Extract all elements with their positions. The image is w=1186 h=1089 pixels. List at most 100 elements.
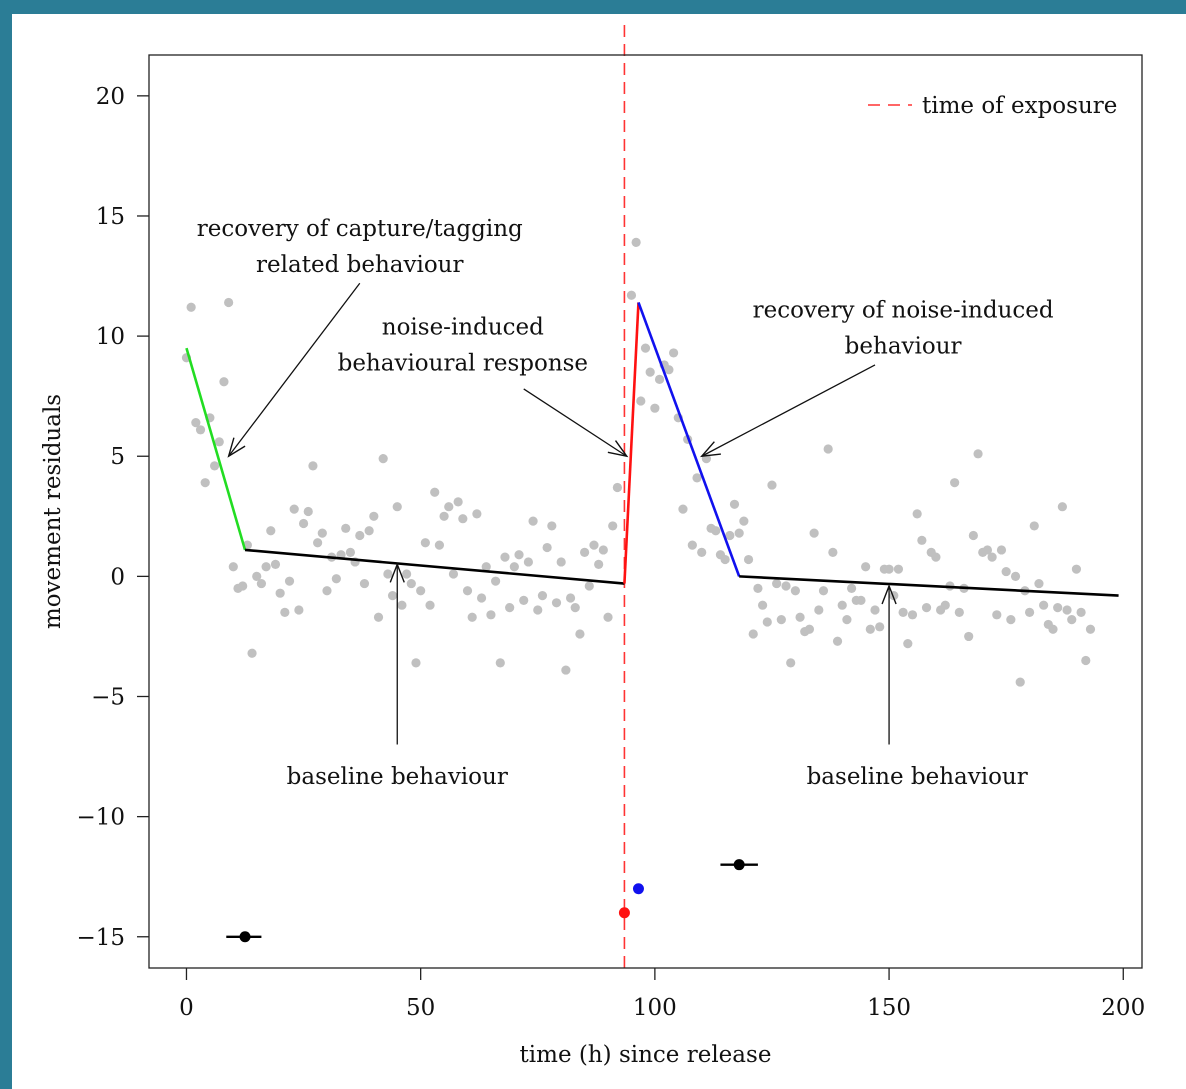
data-point <box>472 509 482 519</box>
data-point <box>411 658 421 668</box>
data-point <box>753 583 763 593</box>
data-point <box>687 540 697 550</box>
data-point <box>383 569 393 579</box>
data-point <box>565 593 576 603</box>
plot-frame <box>148 54 1143 969</box>
data-point <box>809 528 819 538</box>
data-point <box>191 418 201 428</box>
data-point <box>514 550 524 560</box>
data-point <box>1053 603 1063 613</box>
data-point <box>654 374 665 384</box>
data-point <box>416 586 426 596</box>
x-tick-label: 100 <box>633 995 677 1021</box>
data-point <box>392 502 402 512</box>
data-point <box>345 547 356 557</box>
annotation-text: recovery of capture/tagging <box>197 216 523 242</box>
data-point <box>519 595 529 605</box>
data-point <box>603 612 613 622</box>
y-tick-label: 15 <box>96 204 125 230</box>
data-point <box>650 403 660 413</box>
data-point <box>275 588 285 598</box>
data-point <box>772 578 782 589</box>
x-tick-label: 0 <box>179 995 194 1021</box>
data-point <box>224 297 234 308</box>
data-point <box>200 478 210 488</box>
data-point <box>664 365 674 375</box>
data-point <box>1071 564 1082 574</box>
data-point <box>776 615 786 625</box>
data-point <box>818 586 829 596</box>
data-point <box>495 658 505 668</box>
x-tick-label: 150 <box>867 995 911 1021</box>
data-point <box>500 552 510 562</box>
data-point <box>1034 578 1044 589</box>
data-point <box>561 665 571 675</box>
data-point <box>439 511 449 521</box>
data-point <box>940 600 950 610</box>
fitted-segment <box>244 548 625 585</box>
data-point <box>486 610 496 620</box>
data-point <box>743 554 754 565</box>
data-point <box>238 581 248 591</box>
data-point <box>284 576 295 586</box>
data-point <box>378 454 388 464</box>
data-point <box>692 473 702 483</box>
y-tick-label: 0 <box>110 564 125 590</box>
data-point <box>987 552 997 562</box>
breakpoint-marker <box>239 931 251 943</box>
data-point <box>1048 624 1058 634</box>
annotation-text: recovery of noise-induced <box>753 298 1054 324</box>
data-point <box>893 564 904 574</box>
data-point <box>856 595 866 605</box>
data-point <box>720 554 730 565</box>
data-point <box>523 557 534 567</box>
data-point <box>313 538 323 548</box>
y-tick-label: 20 <box>96 84 125 110</box>
data-point <box>781 581 791 591</box>
data-point <box>584 581 594 591</box>
data-point <box>322 586 332 596</box>
data-point <box>369 511 379 521</box>
data-point <box>476 593 487 603</box>
data-point <box>341 523 351 533</box>
data-point <box>823 444 833 454</box>
data-point <box>992 610 1002 620</box>
data-point <box>921 603 932 613</box>
data-point <box>903 639 913 649</box>
annotation-text: baseline behaviour <box>807 764 1028 790</box>
data-point <box>640 343 651 353</box>
data-point <box>444 502 454 512</box>
y-tick-label: −10 <box>76 805 125 831</box>
data-point <box>786 658 796 668</box>
data-point <box>294 605 304 615</box>
data-point <box>804 624 815 634</box>
data-point <box>575 629 585 639</box>
data-point <box>795 612 805 622</box>
data-point <box>256 578 267 589</box>
data-point <box>228 562 238 572</box>
data-point <box>402 569 412 579</box>
data-point <box>950 478 960 488</box>
data-point <box>580 547 590 557</box>
data-point <box>219 377 229 387</box>
data-point <box>626 290 637 300</box>
x-tick-label: 50 <box>406 995 435 1021</box>
data-point <box>612 482 622 493</box>
data-point <box>331 574 341 584</box>
data-point <box>1015 677 1025 687</box>
data-point <box>420 538 430 548</box>
data-point <box>907 610 918 620</box>
data-point <box>533 605 543 615</box>
data-point <box>828 547 838 557</box>
data-point <box>729 499 740 509</box>
data-point <box>884 564 894 574</box>
data-point <box>964 631 974 642</box>
data-point <box>968 530 978 541</box>
data-point <box>790 586 800 596</box>
data-point <box>186 302 196 312</box>
data-point <box>996 545 1007 555</box>
data-point <box>209 461 220 471</box>
data-point <box>303 506 313 517</box>
data-point <box>762 617 772 627</box>
